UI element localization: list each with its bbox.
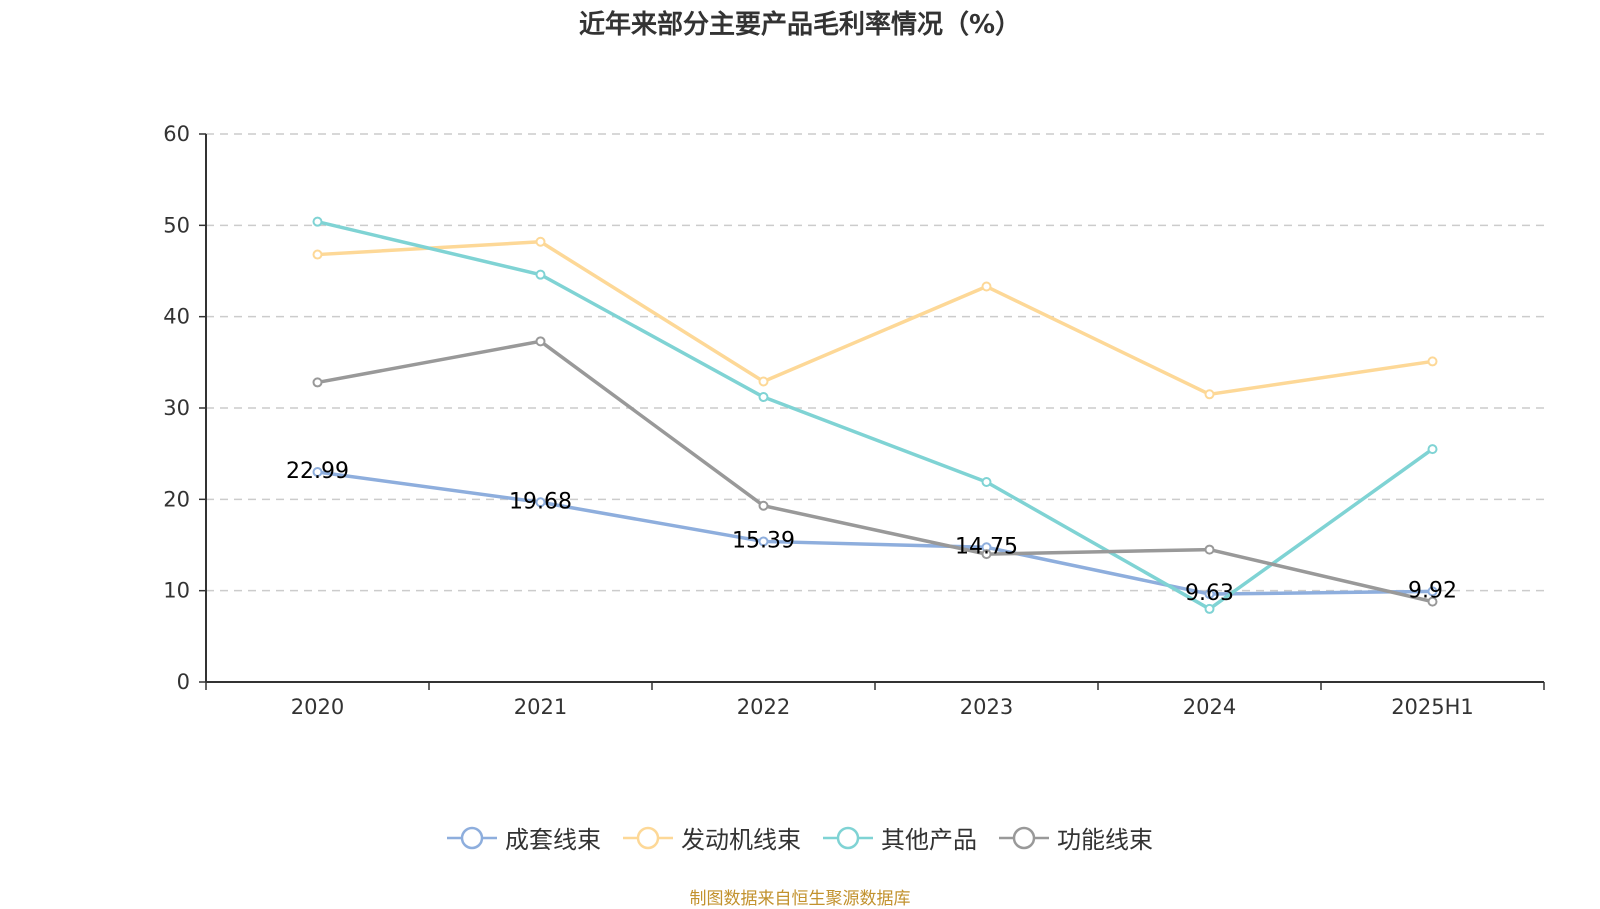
data-point[interactable] (758, 376, 769, 387)
series-line (317, 219, 1434, 611)
data-point[interactable] (1204, 544, 1215, 555)
x-tick-label: 2025H1 (1391, 695, 1474, 719)
y-tick-label: 50 (163, 213, 190, 237)
data-point[interactable] (312, 467, 323, 478)
series-line (317, 339, 1433, 604)
data-point[interactable] (1427, 596, 1438, 607)
y-tick-label: 30 (163, 396, 190, 420)
series-3 (312, 336, 1438, 607)
data-label: 15.39 (732, 528, 795, 553)
legend-label: 其他产品 (881, 826, 977, 854)
chart-title: 近年来部分主要产品毛利率情况（%） (578, 10, 1022, 40)
data-label: 14.75 (955, 534, 1018, 559)
y-tick-label: 60 (163, 122, 190, 146)
series-line (317, 240, 1433, 397)
legend-item[interactable]: 成套线束 (447, 820, 601, 855)
data-point[interactable] (1427, 586, 1438, 597)
legend-item[interactable]: 功能线束 (999, 820, 1153, 855)
data-label: 9.92 (1408, 578, 1457, 603)
legend-line-circle-icon (823, 826, 873, 849)
legend-line-circle-icon (623, 826, 673, 849)
legend-label: 功能线束 (1057, 826, 1153, 854)
legend-item[interactable]: 其他产品 (823, 820, 977, 855)
source-footer: 制图数据来自恒生聚源数据库 (689, 889, 911, 909)
data-point[interactable] (1204, 389, 1215, 400)
data-point[interactable] (535, 336, 546, 347)
x-tick-label: 2021 (514, 695, 567, 719)
x-tick-label: 2022 (737, 695, 790, 719)
x-tick-label: 2023 (960, 695, 1013, 719)
legend: 成套线束 发动机线束 其他产品 功能线束 (0, 820, 1600, 855)
legend-line-circle-icon (999, 826, 1049, 849)
data-label: 22.99 (286, 459, 349, 484)
data-point[interactable] (981, 281, 992, 292)
data-point[interactable] (981, 476, 992, 487)
data-point[interactable] (535, 497, 546, 508)
axes: 0 10 20 30 40 50 60 2020 2021 2022 2023 2024 2025H1 (163, 122, 1545, 719)
data-point[interactable] (1204, 589, 1215, 600)
data-point[interactable] (1427, 356, 1438, 367)
data-point[interactable] (312, 216, 323, 227)
series-1 (312, 236, 1438, 400)
legend-line-circle-icon (447, 826, 497, 849)
data-point[interactable] (758, 536, 769, 547)
data-label: 9.63 (1185, 581, 1234, 606)
data-point[interactable] (758, 392, 769, 403)
data-point[interactable] (758, 500, 769, 511)
y-tick-label: 0 (177, 670, 190, 694)
series-2 (312, 216, 1438, 614)
y-tick-label: 40 (163, 305, 190, 329)
data-point[interactable] (312, 377, 323, 388)
data-labels: 22.99 19.68 15.39 14.75 9.63 9.92 (286, 459, 1457, 606)
series-line (317, 470, 1433, 596)
data-point[interactable] (1427, 444, 1438, 455)
series-0 (312, 467, 1438, 600)
y-tick-label: 10 (163, 579, 190, 603)
legend-label: 发动机线束 (681, 826, 801, 854)
data-point[interactable] (1204, 603, 1215, 614)
legend-item[interactable]: 发动机线束 (623, 820, 801, 855)
data-point[interactable] (981, 549, 992, 560)
data-point[interactable] (535, 269, 546, 280)
series-lines (312, 216, 1438, 614)
data-point[interactable] (535, 236, 546, 247)
legend-label: 成套线束 (505, 826, 601, 854)
data-point[interactable] (312, 249, 323, 260)
data-label: 19.68 (509, 489, 572, 514)
x-tick-label: 2020 (291, 695, 344, 719)
x-tick-label: 2024 (1183, 695, 1236, 719)
y-tick-label: 20 (163, 487, 190, 511)
grid-lines (206, 133, 1544, 592)
